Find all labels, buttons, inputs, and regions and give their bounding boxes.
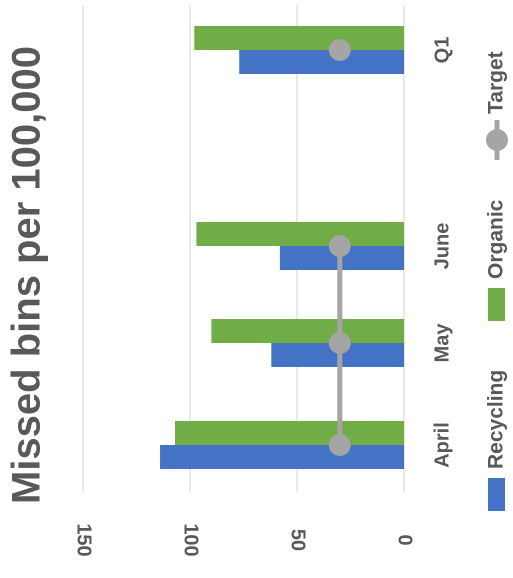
category-label-q1: Q1	[431, 37, 453, 64]
value-axis-ticks: 0 50 100 150	[73, 523, 416, 556]
value-tick-label-50: 50	[287, 529, 309, 551]
category-axis-labels: April May June Q1	[431, 37, 453, 468]
legend: Recycling Organic Target	[485, 51, 508, 511]
bar-recycling-q1	[239, 50, 404, 74]
bar-organic-april	[175, 421, 404, 445]
target-marker-april	[328, 434, 351, 456]
bar-recycling-april	[160, 445, 404, 469]
category-label-may: May	[431, 323, 453, 363]
value-tick-label-0: 0	[394, 534, 416, 545]
category-label-june: June	[431, 223, 453, 270]
target-marker-q1	[328, 39, 351, 61]
legend-swatch-organic	[488, 288, 505, 321]
legend-label-organic: Organic	[485, 199, 508, 279]
legend-swatch-marker-target	[486, 129, 508, 151]
chart-title: Missed bins per 100,000	[5, 46, 49, 504]
category-label-april: April	[431, 422, 453, 468]
bar-organic-june	[196, 222, 404, 246]
bar-organic-q1	[194, 26, 404, 50]
target-marker-may	[328, 332, 351, 354]
legend-item-target: Target	[485, 51, 508, 160]
target-marker-june	[328, 235, 351, 257]
value-tick-label-150: 150	[73, 523, 95, 556]
bars	[160, 26, 404, 469]
legend-item-recycling: Recycling	[485, 370, 508, 511]
value-tick-label-100: 100	[180, 523, 202, 556]
legend-label-recycling: Recycling	[485, 370, 508, 469]
bar-organic-may	[211, 319, 404, 343]
legend-item-organic: Organic	[485, 199, 508, 321]
chart-title-group: Missed bins per 100,000	[5, 46, 49, 504]
legend-swatch-recycling	[488, 478, 505, 511]
legend-label-target: Target	[485, 51, 508, 114]
target-line	[328, 39, 351, 456]
